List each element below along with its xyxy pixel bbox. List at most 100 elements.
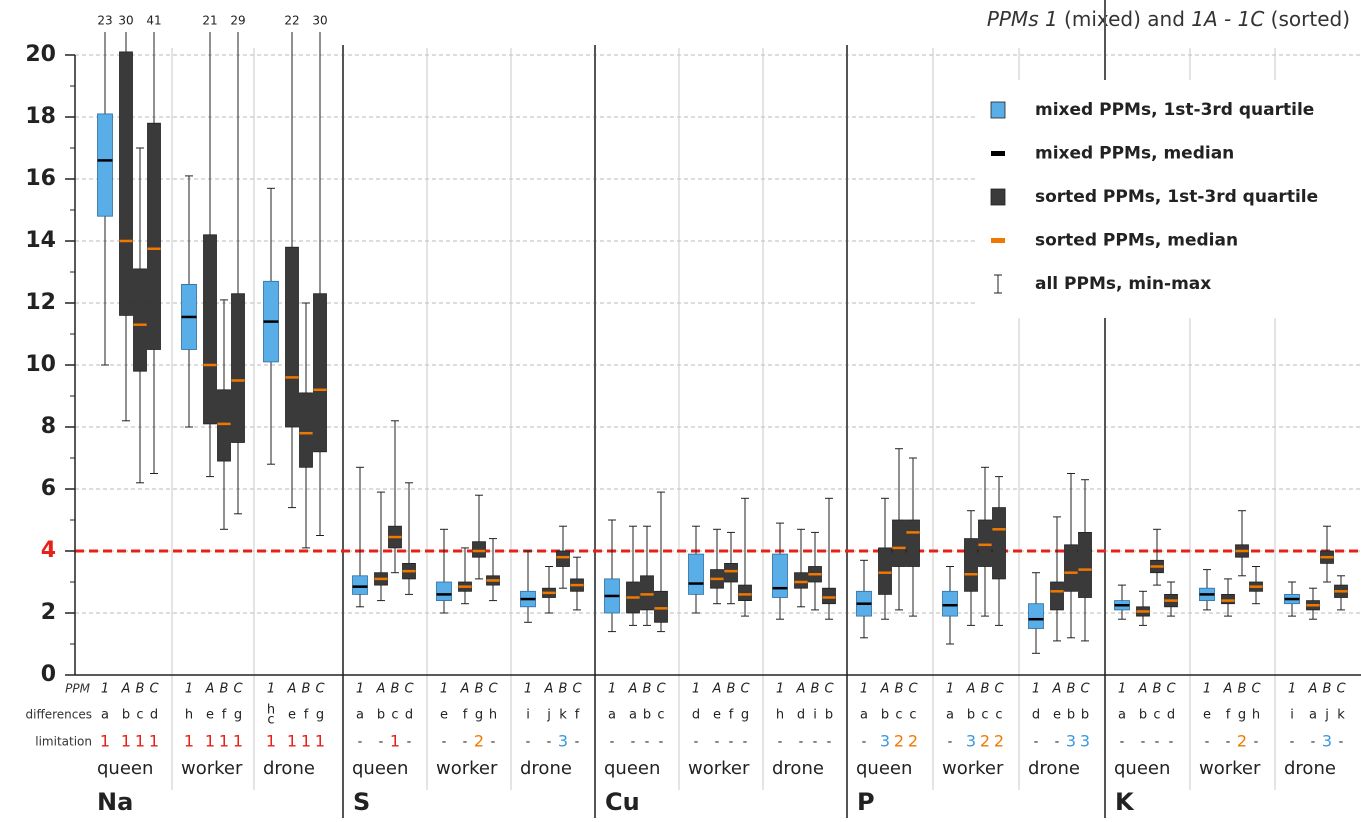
- ppm-label: C: [149, 682, 159, 697]
- max-label: 21: [202, 14, 217, 28]
- element-label: Na: [97, 788, 133, 816]
- y-tick-label: 8: [41, 414, 56, 439]
- box: [738, 584, 752, 601]
- ppm-label: 1: [440, 682, 448, 697]
- ppm-label: A: [460, 682, 470, 697]
- box: [906, 519, 920, 567]
- difference-label: d: [150, 708, 158, 723]
- legend-marker: [991, 238, 1005, 243]
- ppm-label: 1: [1288, 682, 1296, 697]
- limitation-label: 2: [994, 732, 1004, 751]
- difference-label: j: [1324, 708, 1329, 723]
- difference-label: h: [185, 708, 193, 723]
- ppm-label: A: [376, 682, 386, 697]
- difference-label: e: [1203, 708, 1211, 723]
- ppm-label: B: [1067, 682, 1076, 697]
- difference-label: a: [101, 708, 109, 723]
- ppm-label: C: [824, 682, 834, 697]
- difference-label: d: [692, 708, 700, 723]
- limitation-label: -: [743, 735, 748, 750]
- difference-label: h: [267, 703, 275, 718]
- box: [892, 519, 906, 567]
- limitation-label: 1: [390, 732, 400, 751]
- difference-label: e: [440, 708, 448, 723]
- limitation-label: 3: [558, 732, 568, 751]
- legend-marker: [991, 151, 1005, 156]
- difference-label: c: [267, 713, 274, 728]
- ppm-label: B: [220, 682, 229, 697]
- difference-label: f: [304, 708, 309, 723]
- limitation-label: 3: [1066, 732, 1076, 751]
- difference-label: i: [813, 708, 817, 723]
- limitation-label: 2: [980, 732, 990, 751]
- difference-label: c: [136, 708, 143, 723]
- limitation-label: -: [1226, 735, 1231, 750]
- ppm-label: 1: [1203, 682, 1211, 697]
- limitation-label: -: [491, 735, 496, 750]
- difference-label: c: [1153, 708, 1160, 723]
- difference-label: d: [405, 708, 413, 723]
- limitation-label: 2: [474, 732, 484, 751]
- legend-label: sorted PPMs, 1st-3rd quartile: [1035, 187, 1318, 207]
- limitation-label: -: [1205, 735, 1210, 750]
- ppm-label: A: [287, 682, 297, 697]
- ppm-label: A: [544, 682, 554, 697]
- box: [133, 268, 147, 372]
- difference-label: e: [713, 708, 721, 723]
- limitation-label: -: [799, 735, 804, 750]
- difference-label: a: [860, 708, 868, 723]
- difference-label: b: [122, 708, 130, 723]
- limitation-label: 1: [100, 732, 110, 751]
- difference-label: e: [206, 708, 214, 723]
- limitation-label: -: [715, 735, 720, 750]
- ppm-label: B: [302, 682, 311, 697]
- caste-label: queen: [604, 758, 660, 779]
- ppm-label: 1: [185, 682, 193, 697]
- difference-label: a: [608, 708, 616, 723]
- limitation-label: 2: [894, 732, 904, 751]
- ppm-label: C: [315, 682, 325, 697]
- limitation-label: 3: [880, 732, 890, 751]
- difference-label: c: [909, 708, 916, 723]
- element-label: P: [857, 788, 875, 816]
- row-label: limitation: [35, 735, 92, 749]
- ppm-label: 1: [692, 682, 700, 697]
- limitation-label: -: [442, 735, 447, 750]
- box: [878, 547, 892, 595]
- box: [640, 575, 654, 611]
- difference-label: e: [288, 708, 296, 723]
- limitation-label: -: [948, 735, 953, 750]
- limitation-label: -: [547, 735, 552, 750]
- limitation-label: 1: [121, 732, 131, 751]
- ppm-label: B: [1238, 682, 1247, 697]
- ppm-label: B: [643, 682, 652, 697]
- limitation-label: 1: [315, 732, 325, 751]
- limitation-label: -: [463, 735, 468, 750]
- box: [992, 507, 1006, 580]
- ppm-label: 1: [1032, 682, 1040, 697]
- max-label: 30: [118, 14, 133, 28]
- ppm-label: A: [205, 682, 215, 697]
- element-label: S: [353, 788, 370, 816]
- difference-label: k: [1337, 708, 1345, 723]
- ppm-label: C: [1251, 682, 1261, 697]
- legend-label: mixed PPMs, median: [1035, 144, 1234, 164]
- box: [964, 538, 978, 592]
- ppm-label: 1: [1118, 682, 1126, 697]
- difference-label: b: [643, 708, 651, 723]
- legend-marker: [990, 101, 1006, 119]
- caste-label: queen: [97, 758, 153, 779]
- ppm-label: C: [908, 682, 918, 697]
- ppm-label: B: [981, 682, 990, 697]
- difference-label: f: [1226, 708, 1231, 723]
- box: [794, 572, 808, 589]
- ppm-label: 1: [946, 682, 954, 697]
- ppm-label: B: [475, 682, 484, 697]
- difference-label: c: [995, 708, 1002, 723]
- difference-label: g: [475, 708, 483, 723]
- difference-label: a: [629, 708, 637, 723]
- difference-label: i: [1290, 708, 1294, 723]
- difference-label: a: [1309, 708, 1317, 723]
- box: [1064, 544, 1078, 592]
